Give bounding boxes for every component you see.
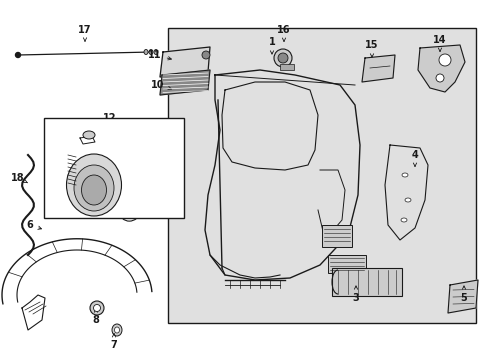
Ellipse shape: [81, 175, 106, 205]
Text: 16: 16: [277, 25, 290, 41]
Ellipse shape: [93, 305, 101, 311]
Text: 17: 17: [78, 25, 92, 41]
Polygon shape: [160, 70, 209, 95]
Ellipse shape: [202, 51, 209, 59]
Ellipse shape: [143, 49, 148, 54]
Text: 10: 10: [151, 80, 171, 90]
Ellipse shape: [435, 74, 443, 82]
Ellipse shape: [122, 201, 132, 213]
Ellipse shape: [114, 327, 119, 333]
Text: 15: 15: [365, 40, 378, 57]
Text: 5: 5: [460, 286, 467, 303]
Bar: [331, 268, 401, 296]
Ellipse shape: [149, 49, 153, 54]
Ellipse shape: [273, 49, 291, 67]
Ellipse shape: [401, 173, 407, 177]
Text: 8: 8: [92, 309, 99, 325]
Ellipse shape: [404, 198, 410, 202]
Text: 9: 9: [130, 181, 141, 197]
Ellipse shape: [278, 53, 287, 63]
Ellipse shape: [90, 301, 104, 315]
Polygon shape: [160, 47, 209, 77]
Bar: [321, 225, 351, 247]
Text: 4: 4: [411, 150, 418, 166]
Ellipse shape: [154, 49, 158, 54]
Text: 12: 12: [103, 113, 117, 129]
Text: 11: 11: [148, 50, 171, 60]
Text: 3: 3: [352, 286, 359, 303]
Text: 13: 13: [57, 138, 77, 148]
Text: 18: 18: [11, 173, 28, 183]
Text: 6: 6: [26, 220, 41, 230]
Bar: [280, 64, 293, 70]
Text: 2: 2: [83, 183, 97, 194]
Ellipse shape: [74, 165, 114, 211]
Polygon shape: [447, 280, 477, 313]
Ellipse shape: [112, 324, 122, 336]
Ellipse shape: [400, 218, 406, 222]
Bar: [44, 118, 183, 218]
Text: 7: 7: [110, 334, 117, 350]
Ellipse shape: [83, 131, 95, 139]
Ellipse shape: [16, 53, 20, 58]
Ellipse shape: [66, 154, 121, 216]
Text: 1: 1: [268, 37, 275, 54]
Ellipse shape: [438, 54, 450, 66]
Polygon shape: [361, 55, 394, 82]
Text: 14: 14: [432, 35, 446, 51]
Bar: [327, 255, 365, 273]
Polygon shape: [417, 45, 464, 92]
Bar: [168, 28, 475, 323]
